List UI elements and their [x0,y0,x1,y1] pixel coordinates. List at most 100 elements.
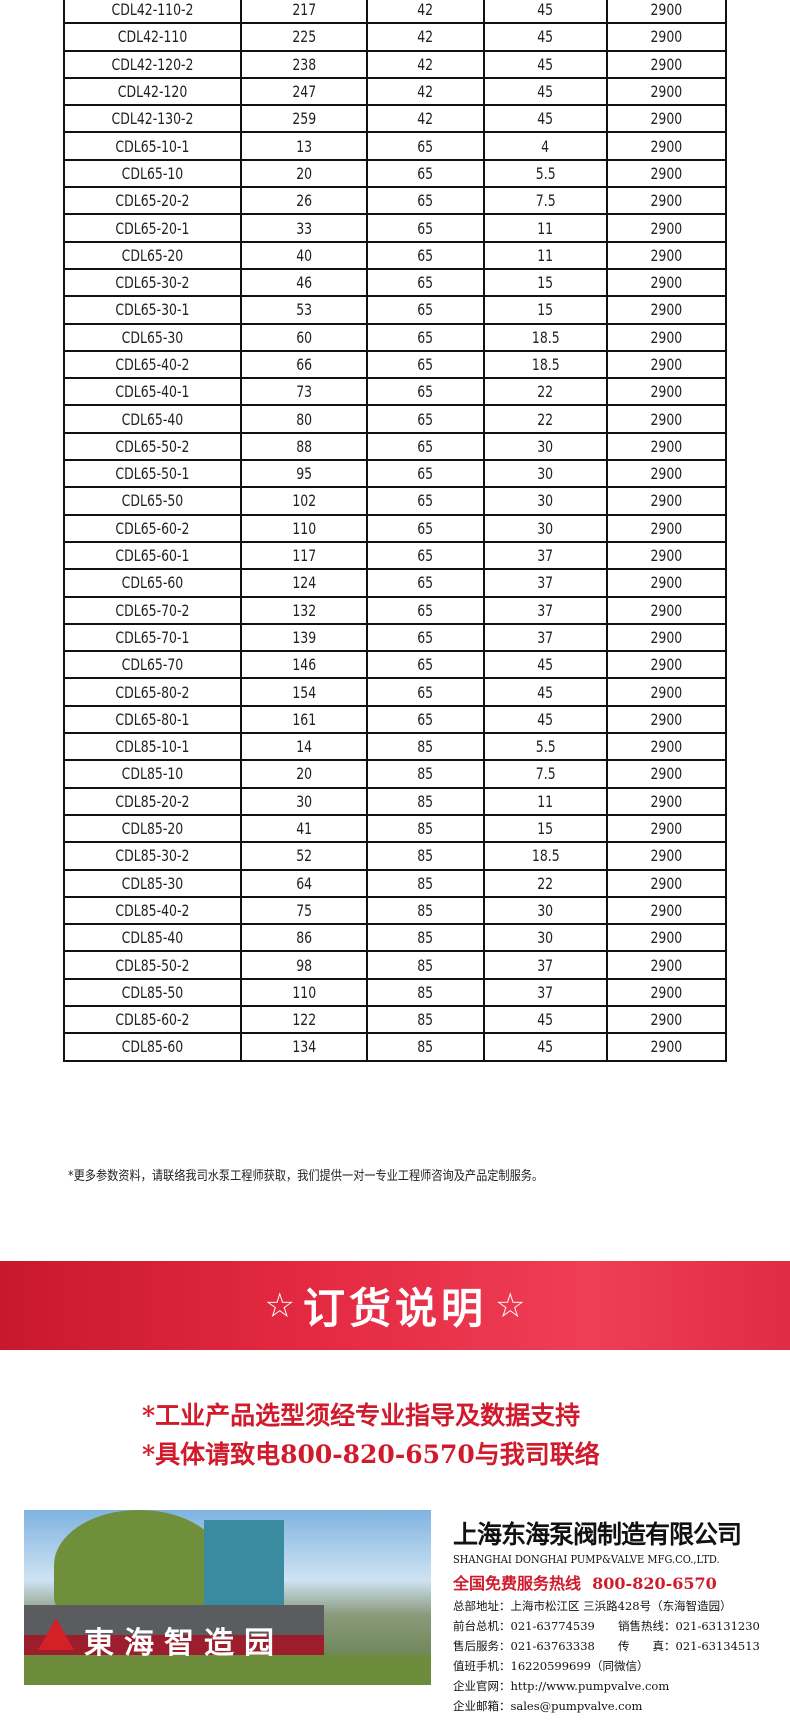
cell-text: 65 [417,573,434,593]
cell-text: 2900 [650,409,683,429]
cell-text: 22 [537,382,554,402]
cell-text: 80 [296,409,312,429]
table-cell: 65 [366,513,485,543]
table-cell: CDL65-20-2 [63,186,242,216]
cell-text: 85 [417,1010,434,1030]
table-cell: CDL65-10-1 [63,131,242,161]
cell-text: 2900 [650,245,683,265]
cell-text: 42 [417,27,434,47]
cell-text: 65 [417,245,434,265]
cell-text: 85 [417,955,434,975]
website-link[interactable]: 企业官网：http://www.pumpvalve.com [453,1679,670,1693]
table-row: CDL85-30 64 85 22 2900 [63,868,727,898]
table-cell: 60 [240,322,368,352]
cell-text: 2900 [650,82,683,102]
cell-text: 18.5 [531,846,560,866]
email-link[interactable]: 企业邮箱：sales@pumpvalve.com [453,1699,643,1713]
cell-text: CDL65-10-1 [115,136,190,156]
table-cell: 2900 [606,158,727,189]
table-cell: CDL65-80-1 [63,704,242,735]
table-cell: CDL65-50-1 [63,459,242,489]
park-sign: 東海智造园 [84,1627,284,1660]
duty-mobile: 值班手机：16220599699（同微信） [453,1659,649,1673]
cell-text: 45 [537,655,554,675]
cell-text: 22 [537,873,554,893]
table-cell: 86 [240,923,368,953]
table-cell: 85 [366,895,485,926]
table-row: CDL42-130-2 259 42 45 2900 [63,104,727,134]
cell-text: 65 [417,546,434,566]
cell-text: 18.5 [531,327,560,347]
cell-text: CDL65-60 [121,573,184,593]
table-cell: 110 [240,977,368,1007]
cell-text: 110 [292,982,316,1002]
cell-text: 65 [417,709,434,729]
table-cell: CDL65-60 [63,568,242,598]
table-cell: 2900 [606,349,727,380]
cell-text: 30 [537,436,554,456]
table-cell: CDL85-60-2 [63,1004,242,1035]
cell-text: CDL85-50 [121,982,184,1002]
cell-text: 65 [417,273,434,293]
cell-text: 2900 [650,491,683,511]
table-row: CDL85-60 134 85 45 2900 [63,1032,727,1062]
table-row: CDL85-50-2 98 85 37 2900 [63,950,727,980]
cell-text: 2900 [650,300,683,320]
table-cell: 15 [483,295,608,325]
cell-text: 26 [296,191,312,211]
cell-text: 117 [292,546,316,566]
table-cell: CDL65-30 [63,322,242,352]
table-row: CDL42-110-2 217 42 45 2900 [63,0,727,25]
cell-text: 161 [292,709,316,729]
cell-text: 124 [292,573,316,593]
cell-text: 13 [296,136,312,156]
table-cell: 42 [366,104,485,134]
table-cell: 2900 [606,841,727,871]
cell-text: CDL65-60-1 [115,546,190,566]
cell-text: CDL65-50 [121,491,184,511]
table-cell: 45 [483,650,608,680]
table-cell: 98 [240,950,368,980]
table-cell: CDL42-120-2 [63,49,242,79]
table-cell: 65 [366,404,485,434]
table-cell: CDL85-30-2 [63,841,242,871]
cell-text: 14 [296,737,312,757]
table-cell: 65 [366,540,485,571]
cell-text: CDL65-80-2 [115,682,190,702]
table-row: CDL65-20-1 33 65 11 2900 [63,213,727,243]
cell-text: 30 [537,518,554,538]
table-cell: 7.5 [483,186,608,216]
hotline-number: 800-820-6570 [592,1574,717,1593]
cell-text: 85 [417,900,434,920]
table-cell: 2900 [606,895,727,926]
table-cell: CDL85-20 [63,813,242,844]
cell-text: 66 [296,355,312,374]
table-cell: 2900 [606,267,727,298]
table-row: CDL65-40-2 66 65 18.5 2900 [63,349,727,380]
table-cell: 65 [366,349,485,380]
cell-text: 53 [296,300,312,320]
cell-text: 4 [541,136,550,156]
table-cell: 217 [240,0,368,25]
cell-text: 2900 [650,737,683,757]
table-cell: 37 [483,622,608,653]
table-cell: 20 [240,158,368,189]
table-cell: 259 [240,104,368,134]
table-cell: 30 [483,459,608,489]
cell-text: 132 [292,600,316,620]
table-row: CDL42-120-2 238 42 45 2900 [63,49,727,79]
table-cell: 2900 [606,76,727,107]
cell-text: CDL65-20-2 [115,191,190,211]
table-row: CDL85-10-1 14 85 5.5 2900 [63,732,727,762]
cell-text: 85 [417,982,434,1002]
cell-text: 45 [537,54,554,74]
table-cell: 22 [483,377,608,407]
table-cell: 33 [240,213,368,243]
cell-text: 5.5 [535,163,556,183]
table-cell: 73 [240,377,368,407]
table-cell: 134 [240,1032,368,1062]
table-cell: 46 [240,267,368,298]
cell-text: CDL65-40 [121,409,184,429]
cell-text: 46 [296,273,312,293]
table-cell: 122 [240,1004,368,1035]
